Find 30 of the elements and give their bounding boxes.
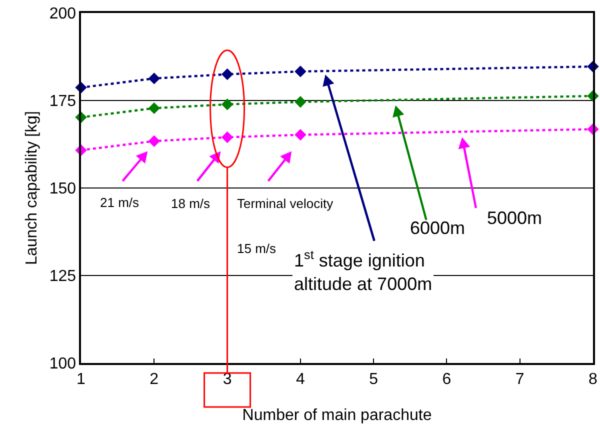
annotation: 6000m <box>410 218 466 238</box>
y-tick-label: 125 <box>49 268 76 286</box>
x-axis-title: Number of main parachute <box>242 407 432 424</box>
annotation: Terminal velocity <box>237 196 334 211</box>
x-tick-label: 2 <box>150 370 159 388</box>
annotation: 21 m/s <box>100 195 140 210</box>
annotation: 5000m <box>487 208 542 228</box>
point <box>221 131 234 144</box>
point <box>148 135 160 147</box>
x-tick-label: 4 <box>296 370 305 388</box>
annotation: 18 m/s <box>171 196 211 211</box>
x-tick-label: 8 <box>588 370 598 388</box>
point <box>221 68 234 80</box>
x-tick-label: 6 <box>442 370 452 388</box>
point <box>294 96 306 108</box>
annotation: 1$^{st}$ stage ignition altitude at 7000m <box>294 248 432 294</box>
point <box>294 128 306 141</box>
point <box>294 66 306 78</box>
y-axis-title: Launch capability [kg] <box>24 111 41 265</box>
x-tick-label: 5 <box>369 370 378 388</box>
y-tick-label: 150 <box>49 180 76 198</box>
y-tick-label: 175 <box>49 93 76 110</box>
y-tick-label: 100 <box>49 356 76 373</box>
point <box>221 98 234 110</box>
x-tick-label: 1 <box>76 370 86 388</box>
point <box>148 72 160 84</box>
annotation: 15 m/s <box>237 241 277 256</box>
y-tick-label: 200 <box>49 6 76 23</box>
x-tick-label: 7 <box>515 370 524 388</box>
point <box>148 102 160 114</box>
